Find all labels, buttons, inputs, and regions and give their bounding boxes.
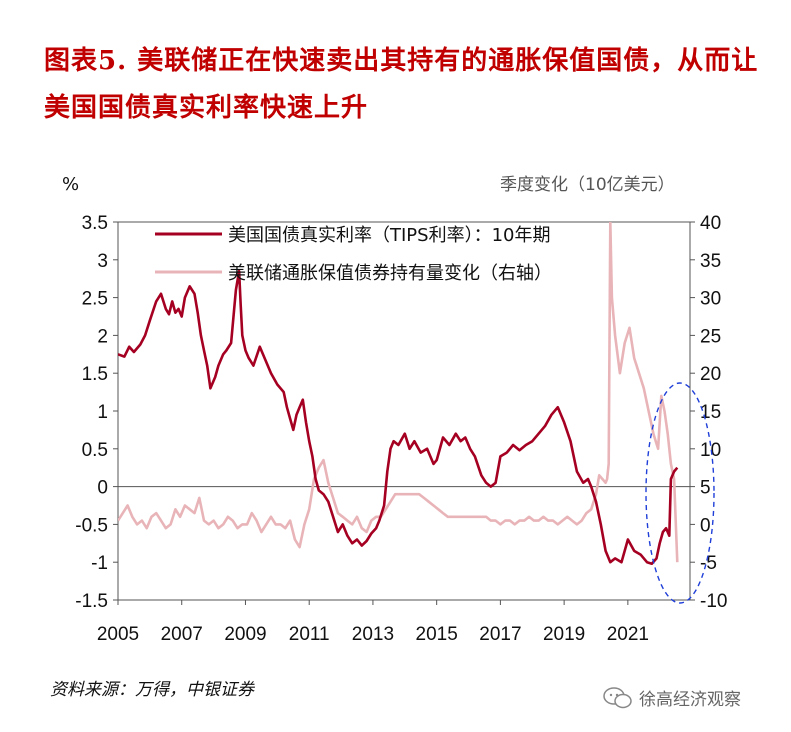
x-tick-label: 2007 (161, 624, 203, 645)
left-tick-label: 2 (97, 326, 108, 347)
x-tick-label: 2021 (607, 624, 649, 645)
legend: 美国国债真实利率（TIPS利率）：10年期 美联储通胀保值债券持有量变化（右轴） (155, 225, 552, 284)
right-tick-label: 25 (700, 326, 721, 347)
right-tick-label: 40 (700, 213, 721, 234)
left-tick-label: 3.5 (82, 213, 108, 234)
right-tick-label: 5 (700, 478, 711, 499)
x-tick-label: 2015 (416, 624, 458, 645)
left-tick-label: 1.5 (82, 364, 108, 385)
x-tick-label: 2009 (224, 624, 266, 645)
source-note: 资料来源：万得，中银证券 (50, 680, 254, 700)
x-axis: 2005 2007 2009 2011 2013 2015 2017 2019 2021 (97, 600, 649, 645)
x-tick-label: 2013 (352, 624, 394, 645)
watermark: 徐高经济观察 (603, 685, 741, 710)
right-tick-label: 0 (700, 515, 711, 536)
left-axis-unit: % (62, 174, 79, 195)
x-tick-label: 2005 (97, 624, 139, 645)
watermark-text: 徐高经济观察 (639, 690, 741, 710)
right-axis-unit: 季度变化（10亿美元） (500, 175, 675, 195)
x-tick-label: 2017 (479, 624, 521, 645)
right-tick-label: 30 (700, 289, 721, 310)
wechat-icon (603, 686, 632, 708)
right-tick-label: -10 (700, 591, 727, 612)
highlight-ellipse (645, 382, 715, 604)
legend-label-tips: 美国国债真实利率（TIPS利率）：10年期 (228, 225, 551, 246)
left-tick-label: -1 (91, 553, 108, 574)
right-tick-label: 35 (700, 251, 721, 272)
left-axis: 3.5 3 2.5 2 1.5 1 0.5 0 -0.5 -1 -1.5 (75, 213, 118, 612)
right-tick-label: 15 (700, 402, 721, 423)
left-tick-label: -1.5 (75, 591, 108, 612)
x-tick-label: 2019 (543, 624, 585, 645)
x-tick-label: 2011 (289, 624, 330, 645)
series-line-fed-tips-holdings (118, 222, 679, 563)
left-tick-label: 0.5 (82, 440, 108, 461)
left-tick-label: 3 (97, 251, 108, 272)
left-tick-label: 2.5 (82, 289, 108, 310)
right-tick-label: 10 (700, 440, 721, 461)
left-tick-label: -0.5 (75, 515, 108, 536)
series-line-tips-real-rate (118, 269, 679, 565)
chart-title: 图表5. 美联储正在快速卖出其持有的通胀保值国债，从而让美国国债真实利率快速上升 (44, 46, 759, 123)
left-tick-label: 1 (97, 402, 108, 423)
legend-label-fed: 美联储通胀保值债券持有量变化（右轴） (228, 263, 552, 284)
right-tick-label: 20 (700, 364, 721, 385)
left-tick-label: 0 (97, 478, 108, 499)
